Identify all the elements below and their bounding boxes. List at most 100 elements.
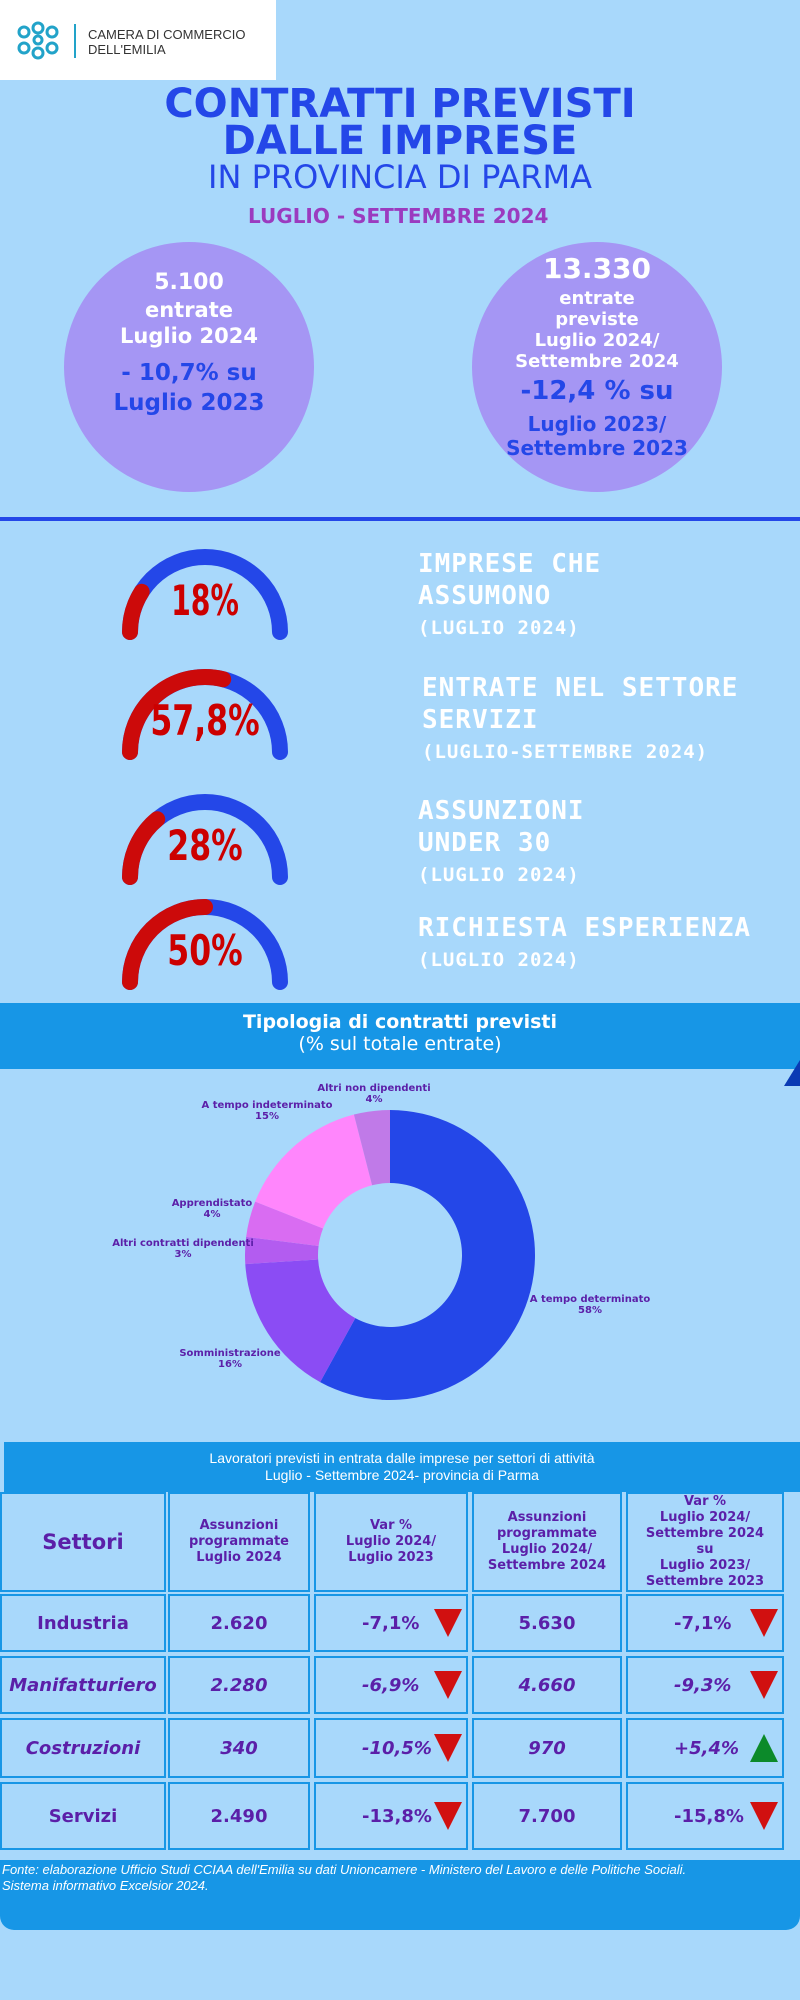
cell-value: Costruzioni bbox=[25, 1737, 141, 1759]
gauge-label-3: ASSUNZIONI UNDER 30 (LUGLIO 2024) bbox=[418, 795, 585, 891]
header-line: Settembre 2024 bbox=[487, 1558, 607, 1573]
cell-value: -9,3% bbox=[674, 1674, 732, 1696]
header-line: Luglio 2023 bbox=[348, 1550, 434, 1565]
table-cell: 340 bbox=[168, 1718, 310, 1778]
cell-value: Servizi bbox=[48, 1805, 118, 1827]
quarterly-value: 13.330 bbox=[542, 252, 652, 285]
gauge-label-line1: RICHIESTA ESPERIENZA bbox=[418, 913, 752, 943]
gauge-label-4: RICHIESTA ESPERIENZA (LUGLIO 2024) bbox=[418, 912, 751, 976]
trend-up-icon bbox=[750, 1734, 778, 1762]
table-cell: 2.280 bbox=[168, 1656, 310, 1714]
gauge-label-line2: UNDER 30 bbox=[418, 828, 552, 858]
gauge-label-line1: ASSUNZIONI bbox=[418, 796, 585, 826]
pie-label-altri-non-dipendenti: Altri non dipendenti 4% bbox=[304, 1083, 444, 1105]
gauge-fill bbox=[122, 811, 166, 885]
logo: CAMERA DI COMMERCIO DELL'EMILIA bbox=[0, 0, 276, 80]
cell-value: 5.630 bbox=[518, 1612, 576, 1634]
table-cell: 5.630 bbox=[472, 1594, 622, 1652]
monthly-label2: Luglio 2024 bbox=[120, 324, 258, 348]
header-line: Luglio 2024/ bbox=[659, 1510, 751, 1525]
chart-subtitle: (% sul totale entrate) bbox=[298, 1033, 502, 1055]
gauge-label-line2: ASSUMONO bbox=[418, 581, 552, 611]
table-cell: -15,8% bbox=[626, 1782, 784, 1850]
pie-label-indeterminato: A tempo indeterminato 15% bbox=[196, 1100, 338, 1122]
cell-value: -13,8% bbox=[362, 1805, 432, 1827]
gauge-value: 28% bbox=[167, 821, 243, 870]
cell-value: -6,9% bbox=[362, 1674, 420, 1696]
sector-name-cell: Servizi bbox=[0, 1782, 166, 1850]
cell-value: 2.280 bbox=[210, 1674, 268, 1696]
donut-slice-5 bbox=[353, 1110, 390, 1186]
quarterly-label1: entrate bbox=[559, 288, 635, 309]
table-cell: -7,1% bbox=[626, 1594, 784, 1652]
gauge-value: 18% bbox=[171, 576, 239, 625]
table-cell: -6,9% bbox=[314, 1656, 468, 1714]
pie-label-value: 58% bbox=[578, 1305, 602, 1316]
donut-slice-4 bbox=[255, 1114, 373, 1229]
cell-value: 4.660 bbox=[518, 1674, 576, 1696]
table-cell: 4.660 bbox=[472, 1656, 622, 1714]
table-cell: -7,1% bbox=[314, 1594, 468, 1652]
cell-value: -15,8% bbox=[674, 1805, 744, 1827]
cell-value: 7.700 bbox=[518, 1805, 576, 1827]
header-line: Settembre 2023 bbox=[645, 1574, 765, 1589]
gauge-under30: 28% bbox=[110, 785, 300, 890]
logo-text-line2: DELL'EMILIA bbox=[88, 42, 166, 57]
source-line1: Fonte: elaborazione Ufficio Studi CCIAA … bbox=[2, 1862, 687, 1877]
cell-value: Manifatturiero bbox=[9, 1674, 157, 1696]
header-line: su bbox=[696, 1542, 714, 1557]
cell-value: +5,4% bbox=[674, 1737, 740, 1759]
quarterly-change-ref1: Luglio 2023/ bbox=[527, 412, 667, 436]
gauge-label-2: ENTRATE NEL SETTORE SERVIZI (LUGLIO-SETT… bbox=[422, 672, 738, 768]
logo-text-line1: CAMERA DI COMMERCIO bbox=[88, 27, 246, 42]
gauge-label-line1: ENTRATE NEL SETTORE bbox=[422, 673, 739, 703]
corner-triangle-icon bbox=[784, 1060, 800, 1086]
pie-label-apprendistato: Apprendistato 4% bbox=[142, 1198, 282, 1220]
header-line: Settembre 2024 bbox=[645, 1526, 765, 1541]
quarterly-label4: Settembre 2024 bbox=[515, 351, 679, 372]
gauge-label-1: IMPRESE CHE ASSUMONO (LUGLIO 2024) bbox=[418, 548, 601, 644]
logo-mark-icon bbox=[17, 21, 59, 60]
stat-circle-quarterly: 13.330 entrate previste Luglio 2024/ Set… bbox=[472, 242, 722, 492]
chart-title: Tipologia di contratti previsti bbox=[242, 1011, 558, 1033]
trend-down-icon bbox=[750, 1609, 778, 1637]
gauge-fill bbox=[122, 583, 150, 640]
cell-value: Industria bbox=[37, 1612, 129, 1634]
pie-label-value: 4% bbox=[203, 1209, 221, 1220]
pie-label-somministrazione: Somministrazione 16% bbox=[160, 1348, 300, 1370]
trend-down-icon bbox=[750, 1802, 778, 1830]
pie-label-name: Altri contratti dipendenti bbox=[112, 1238, 254, 1249]
gauge-fill bbox=[122, 669, 232, 760]
gauge-value: 50% bbox=[167, 926, 243, 975]
gauge-label-sub: (LUGLIO 2024) bbox=[418, 864, 580, 886]
cell-value: -10,5% bbox=[362, 1737, 432, 1759]
gauge-value: 57,8% bbox=[150, 696, 260, 745]
header-line: programmate bbox=[496, 1526, 598, 1541]
trend-down-icon bbox=[434, 1609, 462, 1637]
donut-chart bbox=[245, 1110, 535, 1400]
header-line: Luglio 2023/ bbox=[659, 1558, 751, 1573]
quarterly-change-ref2: Settembre 2023 bbox=[506, 436, 688, 460]
pie-label-value: 15% bbox=[255, 1111, 279, 1122]
sector-name-cell: Costruzioni bbox=[0, 1718, 166, 1778]
table-title-line1: Lavoratori previsti in entrata dalle imp… bbox=[209, 1450, 595, 1466]
header-assunzioni-luglio: Assunzioni programmate Luglio 2024 bbox=[168, 1492, 310, 1592]
gauge-arc-icon bbox=[122, 549, 288, 640]
cell-value: -7,1% bbox=[674, 1612, 732, 1634]
gauge-arc-icon bbox=[122, 899, 288, 990]
header-line: Var % bbox=[369, 1518, 413, 1533]
gauge-label-line2: SERVIZI bbox=[422, 705, 539, 735]
header-line: programmate bbox=[188, 1534, 290, 1549]
table-cell: -13,8% bbox=[314, 1782, 468, 1850]
page-title-line2: DALLE IMPRESE bbox=[222, 118, 578, 164]
sector-name-cell: Manifatturiero bbox=[0, 1656, 166, 1714]
pie-label-name: Somministrazione bbox=[179, 1348, 281, 1359]
gauge-label-line1: IMPRESE CHE bbox=[418, 549, 602, 579]
source-line2: Sistema informativo Excelsior 2024. bbox=[2, 1878, 209, 1893]
page-title-line1: CONTRATTI PREVISTI bbox=[164, 81, 636, 127]
stat-circle-monthly: 5.100 entrate Luglio 2024 - 10,7% su Lug… bbox=[64, 242, 314, 492]
monthly-value: 5.100 bbox=[154, 270, 224, 295]
table-cell: 2.490 bbox=[168, 1782, 310, 1850]
header-line: Var % bbox=[683, 1494, 727, 1509]
monthly-change: - 10,7% su bbox=[121, 360, 257, 386]
